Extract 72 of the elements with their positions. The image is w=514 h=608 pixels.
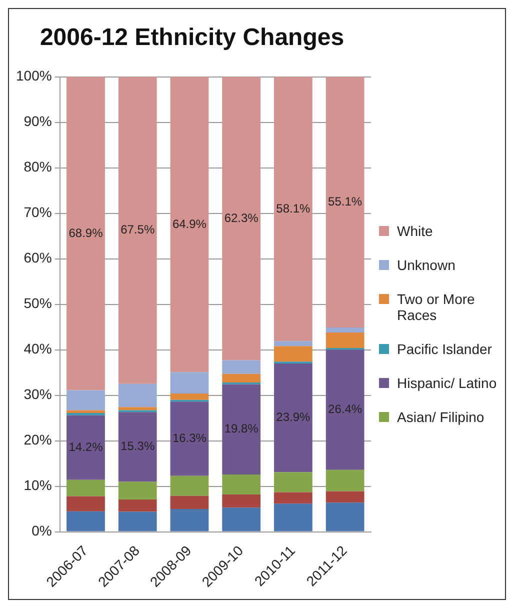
- data-label: 23.9%: [276, 410, 311, 424]
- legend-label: White: [397, 223, 433, 239]
- bar: [66, 76, 105, 390]
- data-label: 64.9%: [172, 216, 207, 231]
- bar: [170, 402, 209, 476]
- bar: [326, 502, 364, 532]
- y-tick-label: 0%: [32, 522, 52, 539]
- bar: [66, 511, 105, 532]
- bar: [274, 76, 312, 342]
- y-tick-label: 20%: [24, 432, 52, 448]
- data-label: 55.1%: [328, 194, 362, 208]
- bar: [118, 76, 157, 384]
- bar: [118, 512, 157, 532]
- y-tick-label: 80%: [24, 158, 52, 175]
- y-tick-label: 30%: [24, 386, 52, 402]
- y-tick-label: 60%: [24, 250, 52, 266]
- y-tick-label: 70%: [24, 204, 52, 220]
- bar: [222, 508, 261, 532]
- bar: [66, 480, 105, 496]
- legend-label: Two or More Races: [397, 291, 476, 323]
- data-label: 19.8%: [224, 422, 259, 436]
- bar: [118, 482, 157, 500]
- y-tick-label: 100%: [16, 68, 52, 84]
- bar: [66, 496, 105, 512]
- bar: [326, 332, 364, 348]
- bar: [66, 390, 105, 410]
- chart-title: 2006-12 Ethnicity Changes: [40, 24, 344, 52]
- legend-label: Unknown: [397, 257, 456, 273]
- data-label: 62.3%: [224, 210, 259, 225]
- bar: [170, 496, 209, 510]
- bar: [274, 346, 312, 362]
- data-label: 68.9%: [68, 226, 104, 240]
- bar: [222, 76, 261, 360]
- bar: [118, 499, 157, 512]
- bar: [170, 509, 209, 532]
- data-label: 15.3%: [120, 439, 155, 454]
- bar: [222, 360, 261, 374]
- bar: [222, 474, 261, 494]
- bar: [222, 374, 261, 383]
- bar: [170, 476, 209, 496]
- data-label: 67.5%: [120, 222, 155, 237]
- bar: [66, 415, 105, 480]
- data-label: 26.4%: [328, 402, 362, 416]
- bar: [326, 76, 364, 328]
- bar: [274, 472, 312, 492]
- bar: [170, 393, 209, 400]
- bar: [326, 491, 364, 503]
- bar: [326, 470, 364, 492]
- bar: [222, 494, 261, 508]
- bar: [170, 372, 209, 394]
- legend-label: Pacific Islander: [397, 341, 492, 357]
- bar: [274, 504, 312, 532]
- bar: [326, 350, 364, 470]
- bar: [118, 412, 157, 482]
- legend-label: Hispanic/ Latino: [397, 375, 497, 391]
- bar: [118, 407, 157, 410]
- data-label: 14.2%: [68, 440, 104, 454]
- bar: [274, 363, 312, 472]
- bar: [118, 384, 157, 408]
- bar: [274, 341, 312, 346]
- bar: [66, 410, 105, 414]
- bar: [170, 76, 209, 372]
- y-tick-label: 90%: [24, 113, 52, 130]
- y-tick-label: 50%: [24, 295, 52, 312]
- y-tick-label: 40%: [24, 340, 52, 357]
- data-label: 16.3%: [172, 431, 207, 446]
- bar: [222, 384, 261, 474]
- legend-label: Asian/ Filipino: [397, 409, 484, 425]
- y-tick-label: 10%: [24, 477, 52, 494]
- bar: [274, 492, 312, 504]
- data-label: 58.1%: [276, 201, 311, 216]
- bar: [326, 328, 364, 333]
